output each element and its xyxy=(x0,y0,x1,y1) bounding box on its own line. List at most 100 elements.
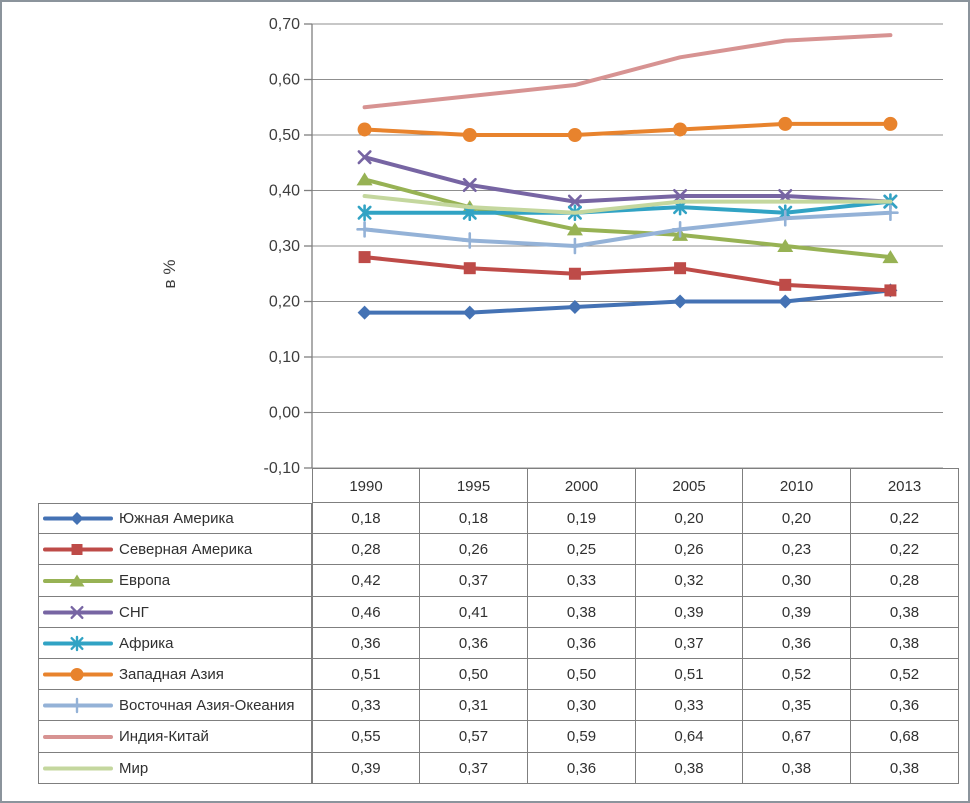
value-cell: 0,64 xyxy=(636,721,743,753)
legend-swatch-icon xyxy=(43,734,113,739)
value-cell: 0,67 xyxy=(743,721,851,753)
value-cell: 0,38 xyxy=(851,597,959,628)
value-cell: 0,26 xyxy=(636,534,743,565)
series-name-label: Северная Америка xyxy=(119,540,253,558)
value-cell: 0,30 xyxy=(743,565,851,597)
value-cell: 0,20 xyxy=(743,503,851,534)
value-cell: 0,25 xyxy=(528,534,636,565)
series-name-label: Европа xyxy=(119,572,171,589)
legend-cell: Южная Америка xyxy=(38,503,312,534)
year-header-cell: 2000 xyxy=(528,468,636,503)
series-name-label: Восточная Азия-Океания xyxy=(119,696,295,714)
value-cell: 0,52 xyxy=(743,659,851,690)
series-name-label: Западная Азия xyxy=(119,665,224,683)
value-cell: 0,31 xyxy=(420,690,528,721)
year-header-cell: 2013 xyxy=(851,468,959,503)
value-cell: 0,39 xyxy=(312,753,420,784)
y-tick-label: 0,60 xyxy=(269,72,300,89)
value-cell: 0,57 xyxy=(420,721,528,753)
value-cell: 0,30 xyxy=(528,690,636,721)
legend-swatch-icon xyxy=(43,605,113,619)
series-1 xyxy=(358,251,897,297)
value-cell: 0,33 xyxy=(312,690,420,721)
value-cell: 0,42 xyxy=(312,565,420,597)
value-cell: 0,22 xyxy=(851,534,959,565)
value-cell: 0,22 xyxy=(851,503,959,534)
series-8 xyxy=(362,194,893,215)
value-cell: 0,33 xyxy=(636,690,743,721)
y-axis: 0,70 0,60 0,50 0,40 0,30 0,20 0,10 0,00 -0,10 xyxy=(264,16,313,477)
gridlines xyxy=(312,23,943,469)
series-5 xyxy=(357,116,898,142)
value-cell: 0,38 xyxy=(636,753,743,784)
y-tick-label: 0,30 xyxy=(269,238,300,255)
value-cell: 0,28 xyxy=(312,534,420,565)
value-cell: 0,37 xyxy=(420,565,528,597)
y-tick-label: -0,10 xyxy=(264,460,301,477)
series-name-label: Мир xyxy=(119,759,149,777)
line-chart: 0,70 0,60 0,50 0,40 0,30 0,20 0,10 0,00 -0,10 xyxy=(264,16,943,477)
series-6 xyxy=(356,204,899,255)
legend-cell: Европа xyxy=(38,565,312,597)
value-cell: 0,51 xyxy=(636,659,743,690)
y-tick-label: 0,40 xyxy=(269,183,300,200)
y-tick-label: 0,20 xyxy=(269,294,300,311)
value-cell: 0,68 xyxy=(851,721,959,753)
series-name-label: СНГ xyxy=(119,603,149,621)
legend-cell: Мир xyxy=(38,753,312,784)
value-cell: 0,26 xyxy=(420,534,528,565)
value-cell: 0,36 xyxy=(528,628,636,659)
legend-cell: Западная Азия xyxy=(38,659,312,690)
value-cell: 0,50 xyxy=(420,659,528,690)
value-cell: 0,41 xyxy=(420,597,528,628)
legend-cell: Северная Америка xyxy=(38,534,312,565)
value-cell: 0,36 xyxy=(312,628,420,659)
legend-cell: Восточная Азия-Океания xyxy=(38,690,312,721)
value-cell: 0,33 xyxy=(528,565,636,597)
value-cell: 0,36 xyxy=(528,753,636,784)
series-7 xyxy=(362,33,893,110)
value-cell: 0,52 xyxy=(851,659,959,690)
value-cell: 0,37 xyxy=(636,628,743,659)
value-cell: 0,38 xyxy=(528,597,636,628)
value-cell: 0,35 xyxy=(743,690,851,721)
series-name-label: Южная Америка xyxy=(119,510,234,527)
y-tick-label: 0,70 xyxy=(269,16,300,33)
legend-swatch-icon xyxy=(43,766,113,770)
value-cell: 0,19 xyxy=(528,503,636,534)
legend-swatch-icon xyxy=(43,512,113,525)
legend-swatch-icon xyxy=(43,635,113,651)
legend-swatch-icon xyxy=(43,667,113,681)
value-cell: 0,36 xyxy=(420,628,528,659)
year-header-cell: 1995 xyxy=(420,468,528,503)
value-cell: 0,46 xyxy=(312,597,420,628)
series-name-label: Африка xyxy=(119,634,174,652)
value-cell: 0,32 xyxy=(636,565,743,597)
value-cell: 0,28 xyxy=(851,565,959,597)
legend-cell: Африка xyxy=(38,628,312,659)
y-tick-label: 0,50 xyxy=(269,127,300,144)
value-cell: 0,38 xyxy=(851,628,959,659)
value-cell: 0,51 xyxy=(312,659,420,690)
series-name-label: Индия-Китай xyxy=(119,728,209,745)
year-header-cell: 1990 xyxy=(312,468,420,503)
value-cell: 0,20 xyxy=(636,503,743,534)
value-cell: 0,23 xyxy=(743,534,851,565)
y-tick-label: 0,10 xyxy=(269,349,300,366)
value-cell: 0,39 xyxy=(636,597,743,628)
value-cell: 0,50 xyxy=(528,659,636,690)
year-header-cell: 2010 xyxy=(743,468,851,503)
value-cell: 0,55 xyxy=(312,721,420,753)
value-cell: 0,37 xyxy=(420,753,528,784)
value-cell: 0,36 xyxy=(851,690,959,721)
legend-cell: Индия-Китай xyxy=(38,721,312,753)
value-cell: 0,39 xyxy=(743,597,851,628)
legend-swatch-icon xyxy=(43,697,113,713)
value-cell: 0,38 xyxy=(851,753,959,784)
y-axis-title: в % xyxy=(160,259,179,289)
legend-swatch-icon xyxy=(43,543,113,555)
value-cell: 0,59 xyxy=(528,721,636,753)
value-cell: 0,38 xyxy=(743,753,851,784)
legend-cell: СНГ xyxy=(38,597,312,628)
